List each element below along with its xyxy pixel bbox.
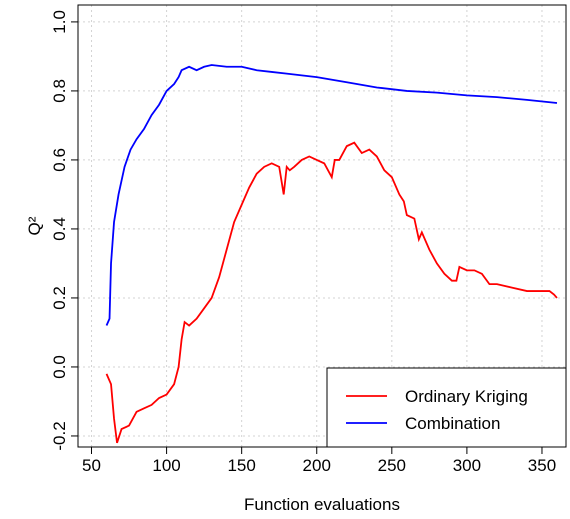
plot-frame	[77, 4, 567, 448]
x-tick-label: 100	[152, 456, 180, 475]
series-line	[105, 64, 558, 326]
legend-label: Combination	[405, 414, 500, 433]
x-axis-label: Function evaluations	[244, 495, 400, 514]
y-tick-label: 0.8	[50, 79, 69, 103]
x-tick-label: 350	[528, 456, 556, 475]
x-tick-label: 150	[227, 456, 255, 475]
y-tick-label: 0.0	[50, 355, 69, 379]
x-tick-label: 50	[82, 456, 101, 475]
y-tick-label: -0.2	[50, 421, 69, 450]
y-axis-label: Q²	[25, 216, 44, 235]
x-tick-label: 300	[453, 456, 481, 475]
legend-box	[326, 367, 567, 448]
x-tick-label: 200	[303, 456, 331, 475]
y-tick-label: 0.4	[50, 217, 69, 241]
y-tick-label: 1.0	[50, 10, 69, 34]
series-line	[105, 141, 558, 444]
y-tick-label: 0.2	[50, 286, 69, 310]
legend-label: Ordinary Kriging	[405, 387, 528, 406]
x-tick-label: 250	[378, 456, 406, 475]
y-tick-label: 0.6	[50, 148, 69, 172]
